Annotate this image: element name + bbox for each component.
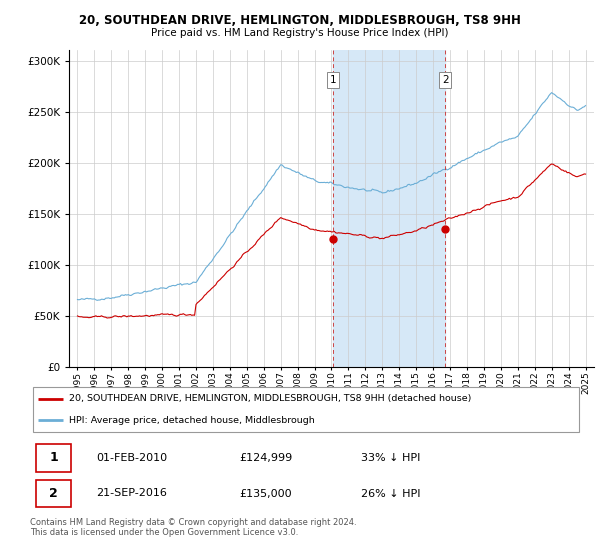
Text: Contains HM Land Registry data © Crown copyright and database right 2024.
This d: Contains HM Land Registry data © Crown c… bbox=[30, 518, 356, 538]
FancyBboxPatch shape bbox=[35, 480, 71, 507]
Text: 21-SEP-2016: 21-SEP-2016 bbox=[96, 488, 167, 498]
Text: 20, SOUTHDEAN DRIVE, HEMLINGTON, MIDDLESBROUGH, TS8 9HH (detached house): 20, SOUTHDEAN DRIVE, HEMLINGTON, MIDDLES… bbox=[68, 394, 471, 403]
Text: 33% ↓ HPI: 33% ↓ HPI bbox=[361, 453, 421, 463]
Text: £124,999: £124,999 bbox=[240, 453, 293, 463]
Text: 01-FEB-2010: 01-FEB-2010 bbox=[96, 453, 167, 463]
Text: 2: 2 bbox=[442, 75, 449, 85]
Text: 2: 2 bbox=[49, 487, 58, 500]
Text: HPI: Average price, detached house, Middlesbrough: HPI: Average price, detached house, Midd… bbox=[68, 416, 314, 424]
Text: 20, SOUTHDEAN DRIVE, HEMLINGTON, MIDDLESBROUGH, TS8 9HH: 20, SOUTHDEAN DRIVE, HEMLINGTON, MIDDLES… bbox=[79, 14, 521, 27]
Bar bbox=[333, 50, 445, 367]
FancyBboxPatch shape bbox=[35, 445, 71, 472]
Text: 26% ↓ HPI: 26% ↓ HPI bbox=[361, 488, 421, 498]
Text: 1: 1 bbox=[329, 75, 336, 85]
Text: 1: 1 bbox=[49, 451, 58, 464]
FancyBboxPatch shape bbox=[33, 387, 578, 432]
Text: Price paid vs. HM Land Registry's House Price Index (HPI): Price paid vs. HM Land Registry's House … bbox=[151, 28, 449, 38]
Text: £135,000: £135,000 bbox=[240, 488, 292, 498]
